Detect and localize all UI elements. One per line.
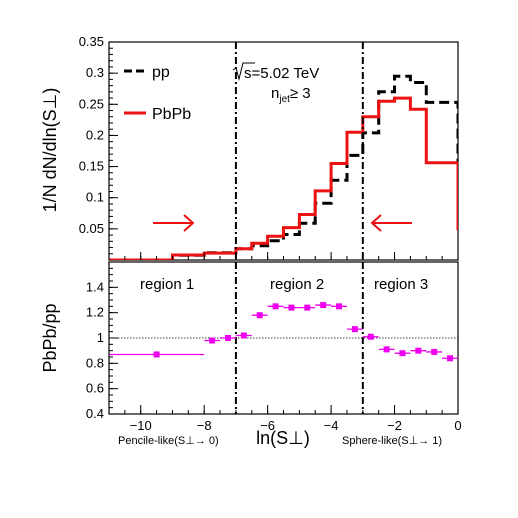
right-arrow-icon [153,214,195,232]
svg-text:s=5.02 TeV: s=5.02 TeV [244,65,319,82]
ratio-point [336,303,343,310]
bottom-y-tick-label: 0.6 [86,381,104,396]
x-note-sphere: Sphere-like(S⊥→ 1) [342,435,442,447]
bottom-x-tick-label: −4 [324,418,339,433]
njet-annotation: njet≥ 3 [271,85,311,105]
bottom-x-tick-label: −6 [260,418,275,433]
x-axis-title: ln(S⊥) [256,428,310,448]
top-y-tick-label: 0.35 [79,34,104,49]
series-pbpb-histogram [109,96,458,260]
sqrt-sign-icon [232,62,255,81]
ratio-point [383,346,390,353]
bottom-x-tick-label: −10 [130,418,152,433]
bottom-y-tick-label: 1.2 [86,305,104,320]
bottom-y-axis-title: PbPb/pp [40,303,60,372]
top-y-axis-title: 1/N dN/dln(S⊥) [40,88,60,213]
top-y-tick-label: 0.05 [79,221,104,236]
region-2-label: region 2 [270,276,324,293]
ratio-point [351,326,358,333]
bottom-x-tick-label: −8 [197,418,212,433]
ratio-point [320,302,327,309]
region-1-label: region 1 [140,276,194,293]
ratio-point [399,350,406,357]
ratio-point [288,304,295,311]
top-y-tick-label: 0.2 [86,127,104,142]
ratio-point [272,303,279,310]
bottom-y-tick-label: 1 [97,330,104,345]
bottom-y-tick-label: 0.4 [86,406,104,421]
bottom-x-tick-label: −2 [387,418,402,433]
ratio-point [240,332,247,339]
ratio-point [415,347,422,354]
ratio-point [431,348,438,355]
svg-text:njet≥ 3: njet≥ 3 [271,85,311,105]
top-y-tick-label: 0.3 [86,65,104,80]
top-y-tick-label: 0.15 [79,159,104,174]
legend-pbpb-label: PbPb [152,106,191,123]
top-y-tick-label: 0.1 [86,190,104,205]
ratio-point [224,335,231,341]
bottom-y-tick-label: 1.4 [86,279,104,294]
ratio-point [153,351,160,358]
energy-annotation: s=5.02 TeV [232,62,319,82]
top-y-tick-label: 0.25 [79,96,104,111]
ratio-point [256,312,263,319]
left-arrow-icon [370,214,412,232]
ratio-point [447,355,454,362]
x-note-pencil: Pencile-like(S⊥→ 0) [118,435,219,447]
ratio-point [209,337,216,344]
ratio-point [367,333,374,340]
legend-pp-label: pp [152,64,170,81]
bottom-x-tick-label: 0 [454,418,461,433]
region-3-label: region 3 [374,276,428,293]
ratio-point [304,304,311,311]
bottom-y-tick-label: 0.8 [86,355,104,370]
